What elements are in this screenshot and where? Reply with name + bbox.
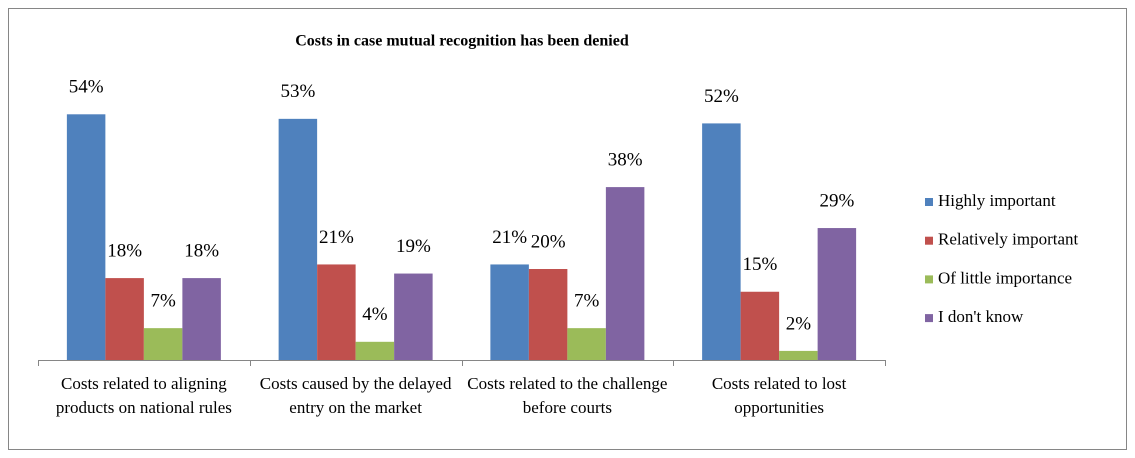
data-label: 18% xyxy=(107,240,142,261)
bar xyxy=(66,114,106,360)
bar xyxy=(490,264,529,360)
data-label: 52% xyxy=(704,86,739,107)
data-label: 38% xyxy=(608,149,643,170)
bar xyxy=(605,187,645,360)
legend-label: Highly important xyxy=(938,191,1056,210)
bar xyxy=(702,123,741,361)
bar xyxy=(182,278,221,360)
x-tick-label-box: Costs related to aligning products on na… xyxy=(55,374,232,417)
bar xyxy=(528,269,568,360)
data-label: 53% xyxy=(280,81,315,102)
legend-swatch xyxy=(925,314,933,323)
legend-label: Relatively important xyxy=(938,230,1078,249)
bar xyxy=(740,291,780,360)
x-tick-label-box: Costs related to the challenge before co… xyxy=(467,374,668,417)
x-tick-label: Costs related to aligning products on na… xyxy=(55,374,232,417)
data-label: 21% xyxy=(319,227,354,248)
data-label: 18% xyxy=(184,240,219,261)
data-label: 54% xyxy=(69,77,104,98)
x-tick-label-box: Costs related to lost opportunities xyxy=(711,374,847,417)
x-tick-label: Costs related to lost opportunities xyxy=(711,374,847,417)
data-label: 29% xyxy=(819,190,854,211)
legend-swatch xyxy=(925,275,933,284)
bar xyxy=(143,328,183,360)
data-label: 15% xyxy=(742,254,777,275)
chart-border xyxy=(8,8,1127,450)
bar xyxy=(817,228,857,360)
x-tick-label: Costs related to the challenge before co… xyxy=(467,374,668,417)
data-label: 7% xyxy=(150,291,176,312)
legend-swatch xyxy=(925,236,933,245)
data-label: 4% xyxy=(362,304,388,325)
legend-swatch xyxy=(925,198,933,206)
data-label: 19% xyxy=(396,236,431,257)
bar xyxy=(779,350,818,360)
bar xyxy=(355,341,395,360)
x-tick-label: Costs caused by the delayed entry on the… xyxy=(259,374,452,417)
bar xyxy=(394,273,433,360)
data-label: 21% xyxy=(492,227,527,248)
legend-label: I don't know xyxy=(938,307,1024,326)
legend-label: Of little importance xyxy=(938,268,1072,287)
data-label: 20% xyxy=(531,231,566,252)
data-label: 7% xyxy=(574,291,600,312)
chart-title: Costs in case mutual recognition has bee… xyxy=(295,33,629,50)
x-tick-label-box: Costs caused by the delayed entry on the… xyxy=(259,374,452,417)
data-label: 2% xyxy=(786,313,812,334)
bar xyxy=(278,118,318,360)
bar xyxy=(567,328,606,360)
bar xyxy=(105,278,144,360)
bar xyxy=(317,264,356,360)
